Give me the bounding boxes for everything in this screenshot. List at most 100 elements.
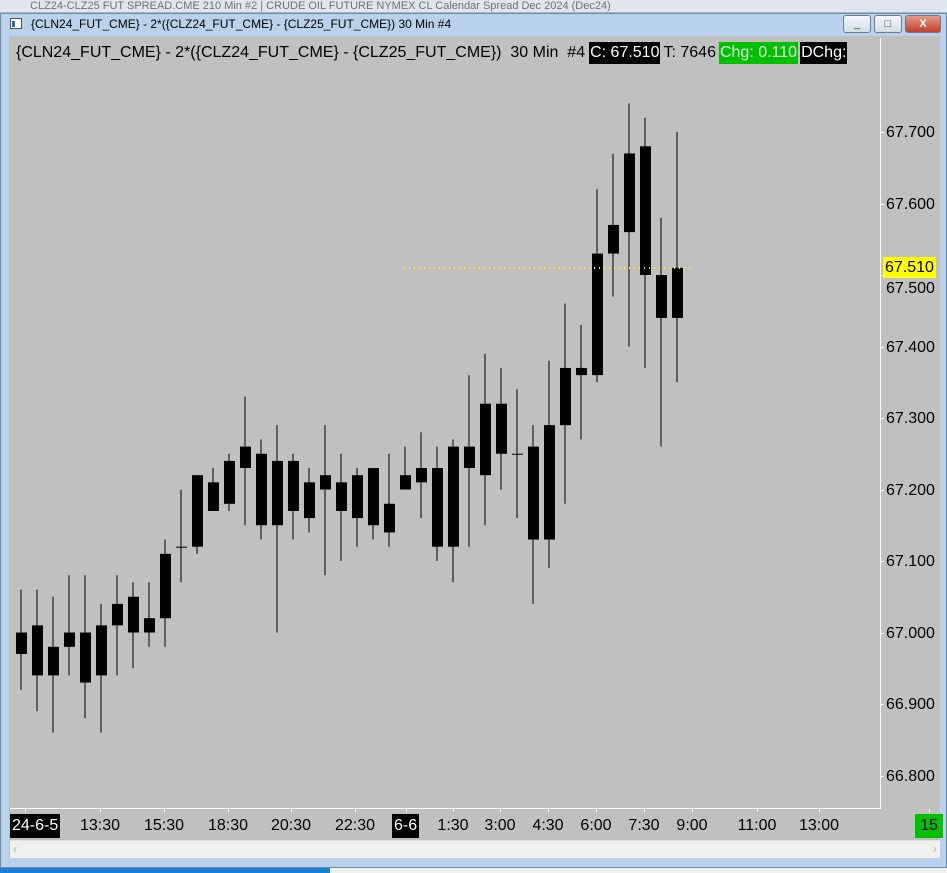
- candle-body: [400, 475, 411, 490]
- candle: [32, 589, 43, 712]
- price-axis-border: [880, 38, 881, 808]
- candle-body: [272, 460, 283, 526]
- price-tick: [881, 632, 884, 634]
- price-tick-label: 67.100: [886, 553, 935, 570]
- candle-body: [576, 367, 587, 376]
- time-label: 18:30: [207, 817, 249, 834]
- candle-body: [384, 503, 395, 533]
- candle-body: [656, 275, 667, 318]
- candle-body: [640, 146, 651, 275]
- candle: [48, 596, 59, 733]
- candle: [640, 117, 651, 368]
- price-tick-label: 67.200: [886, 481, 935, 499]
- time-tick: [500, 809, 501, 812]
- candle-body: [496, 403, 507, 454]
- candle-body: [144, 618, 155, 633]
- candle: [224, 453, 235, 511]
- candle: [240, 396, 251, 526]
- candle-body: [16, 632, 27, 654]
- candle: [272, 425, 283, 633]
- price-tick: [881, 704, 884, 705]
- time-label: 20:30: [270, 817, 312, 834]
- window-titlebar[interactable]: {CLN24_FUT_CME} - 2*({CLZ24_FUT_CME} - {…: [0, 13, 947, 36]
- candle-body: [448, 446, 459, 547]
- time-tick: [164, 809, 165, 812]
- price-tick-label: 67.400: [886, 338, 935, 356]
- time-label: 6-6: [392, 814, 420, 838]
- price-tick: [881, 418, 884, 419]
- candle: [192, 475, 203, 554]
- background-window-titlebar[interactable]: CLZ24-CLZ25 FUT SPREAD.CME 210 Min #2 | …: [0, 0, 947, 13]
- candle: [80, 575, 91, 719]
- candle: [320, 425, 331, 576]
- candle: [288, 453, 299, 540]
- close-price: C: 67.510: [589, 42, 661, 64]
- candle-body: [592, 253, 603, 376]
- candle: [368, 468, 379, 540]
- candle: [352, 468, 363, 547]
- candle: [336, 453, 347, 561]
- candle: [480, 353, 491, 526]
- maximize-button[interactable]: □: [874, 15, 902, 33]
- candle-body: [336, 482, 347, 511]
- time-label: 15: [915, 814, 943, 838]
- candle: [576, 325, 587, 440]
- time-tick: [644, 809, 645, 812]
- time-label: 22:30: [334, 817, 376, 834]
- candle-body: [256, 453, 267, 526]
- time-label: 9:00: [676, 817, 708, 834]
- price-tick-label: 67.000: [886, 624, 935, 642]
- candle-body: [128, 596, 139, 633]
- time-tick: [692, 809, 693, 812]
- minimize-button[interactable]: _: [843, 15, 871, 33]
- time-label: 11:00: [737, 817, 777, 834]
- time-tick: [453, 809, 454, 812]
- candle: [656, 217, 667, 447]
- candle: [560, 303, 571, 504]
- candle-body: [512, 453, 523, 455]
- candle: [448, 439, 459, 583]
- candle: [64, 575, 75, 676]
- candle: [144, 582, 155, 647]
- candle: [256, 439, 267, 540]
- candle: [464, 375, 475, 547]
- candle-body: [288, 460, 299, 511]
- time-label: 4:30: [532, 817, 564, 834]
- price-tick-label: 67.300: [886, 410, 935, 427]
- candle-body: [464, 446, 475, 469]
- candle: [96, 603, 107, 733]
- candle: [416, 432, 427, 519]
- price-tick-label: 67.700: [886, 124, 935, 141]
- price-tick-label: 66.800: [886, 767, 935, 785]
- time-label: 7:30: [628, 817, 660, 834]
- candle-body: [528, 446, 539, 540]
- scroll-left-icon[interactable]: ‹: [13, 841, 18, 856]
- candle: [592, 189, 603, 383]
- candle-body: [224, 460, 235, 504]
- price-tick: [881, 775, 884, 777]
- scroll-right-icon[interactable]: ›: [932, 841, 937, 856]
- change-value: Chg: 0.110: [718, 42, 799, 64]
- background-window-title: CLZ24-CLZ25 FUT SPREAD.CME 210 Min #2 | …: [30, 0, 611, 12]
- candle-body: [32, 625, 43, 676]
- price-tick: [881, 132, 884, 133]
- time-tick: [819, 809, 820, 812]
- candle: [128, 582, 139, 669]
- price-tick-label: 66.900: [886, 696, 935, 713]
- candle-body: [192, 475, 203, 547]
- candle-body: [112, 603, 123, 626]
- candle-body: [96, 625, 107, 676]
- time-tick: [100, 809, 101, 812]
- horizontal-scrollbar[interactable]: ‹ ›: [10, 840, 940, 858]
- price-tick: [881, 203, 884, 205]
- candle: [16, 589, 27, 690]
- daily-change: DChg:: [800, 42, 848, 64]
- close-button[interactable]: X: [905, 15, 941, 33]
- time-tick: [929, 809, 930, 812]
- time-tick: [228, 809, 229, 812]
- price-tick: [881, 561, 884, 562]
- time-axis-border: [10, 808, 881, 809]
- candle: [512, 389, 523, 519]
- candle: [304, 468, 315, 533]
